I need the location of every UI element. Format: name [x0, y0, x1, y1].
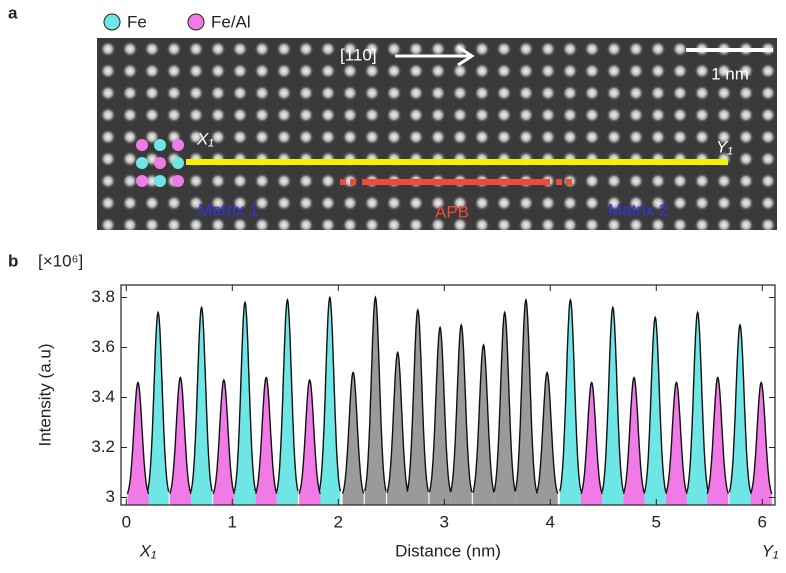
peak-outline	[580, 381, 603, 495]
peak-outline	[449, 323, 473, 493]
atom-model	[136, 139, 184, 187]
peak	[429, 327, 451, 505]
peak	[750, 382, 772, 505]
peak-outline	[514, 297, 538, 492]
x-tick-label: 3	[440, 512, 449, 531]
peak	[536, 372, 558, 505]
start-label: X₁	[139, 541, 157, 560]
region-label: APB	[435, 202, 469, 221]
peak-outline	[276, 298, 299, 492]
peak-outline	[233, 300, 257, 492]
x-tick-label: 1	[228, 512, 237, 531]
peak-outline	[622, 376, 646, 494]
legend-swatch	[187, 13, 205, 31]
y-tick-label: 3	[106, 487, 115, 506]
peak	[581, 382, 603, 505]
peak	[687, 312, 709, 505]
peak	[450, 325, 472, 505]
peak-outline	[665, 381, 688, 495]
peak-outline	[386, 350, 409, 494]
y-tick-label: 3.2	[91, 437, 115, 456]
peak	[472, 345, 495, 505]
peak	[494, 312, 516, 505]
peak	[387, 352, 409, 505]
y-axis-label: Intensity (a.u)	[35, 344, 54, 447]
peak-outline	[169, 376, 192, 494]
peak	[169, 377, 191, 505]
peak	[407, 310, 429, 505]
x-axis-label: Distance (nm)	[395, 541, 501, 560]
peak-outline	[212, 378, 236, 495]
peak	[342, 372, 364, 505]
end-label: Y₁	[716, 137, 733, 156]
peak-outline	[406, 308, 430, 492]
peak-outline	[559, 298, 582, 492]
peak	[602, 307, 624, 505]
y-tick-label: 3.8	[91, 287, 115, 306]
legend: Fe Fe/Al	[103, 12, 251, 31]
x-tick-label: 2	[334, 512, 343, 531]
peak-outline	[298, 378, 321, 495]
peak-outline	[146, 310, 170, 492]
peak-outline	[254, 376, 278, 494]
peak	[234, 302, 256, 505]
peak	[299, 380, 321, 505]
direction-arrow	[395, 45, 475, 67]
peak-outline	[126, 381, 150, 495]
x-tick-label: 4	[546, 512, 555, 531]
peak-outline	[190, 305, 213, 492]
legend-label: Fe	[127, 12, 147, 31]
peak-outline	[493, 310, 516, 492]
peak	[319, 297, 341, 505]
peak-outline	[706, 376, 730, 494]
peak-outline	[364, 295, 387, 492]
peak	[707, 377, 729, 505]
peak-outline	[472, 343, 495, 493]
micrograph	[97, 38, 777, 230]
peak-outline	[643, 315, 667, 493]
y-tick-label: 3.6	[91, 337, 115, 356]
peak	[147, 312, 169, 505]
y-unit: [×10⁶]	[38, 251, 83, 270]
panel-label: b	[8, 251, 18, 270]
peak	[729, 325, 751, 505]
peak	[559, 300, 581, 505]
peak	[644, 317, 666, 505]
peak	[255, 377, 277, 505]
direction-label: [110]	[340, 45, 377, 64]
legend-label: Fe/Al	[211, 12, 251, 31]
peak	[623, 377, 645, 505]
peak	[665, 382, 687, 505]
region-label: Matrix 2	[608, 200, 668, 219]
peak-outline	[686, 310, 709, 492]
plot-frame	[120, 284, 776, 506]
x-tick-label: 5	[652, 512, 661, 531]
peak	[276, 300, 298, 505]
panel-label: a	[8, 3, 18, 22]
peak-outline	[341, 371, 365, 494]
peak-outline	[601, 305, 625, 492]
peak-outline	[428, 325, 452, 493]
peak	[213, 380, 235, 505]
peak	[515, 300, 537, 505]
peak-outline	[535, 371, 559, 494]
y-tick-label: 3.4	[91, 387, 115, 406]
scale-label: 1 nm	[711, 64, 749, 83]
peak	[127, 382, 149, 505]
plot: 3 3.2 3.4 3.6 3.8 0 1 2 3 4 5 6	[91, 285, 775, 531]
x-tick-label: 0	[122, 512, 131, 531]
peak	[364, 297, 386, 505]
end-label: Y₁	[762, 541, 779, 560]
peak-outline	[749, 381, 773, 495]
x-tick-label: 6	[758, 512, 767, 531]
start-label: X₁	[196, 129, 214, 148]
legend-swatch	[103, 13, 121, 31]
peak-outline	[728, 323, 752, 493]
region-label: Matrix 1	[198, 200, 258, 219]
peak	[191, 307, 213, 505]
peak-outline	[318, 295, 342, 492]
